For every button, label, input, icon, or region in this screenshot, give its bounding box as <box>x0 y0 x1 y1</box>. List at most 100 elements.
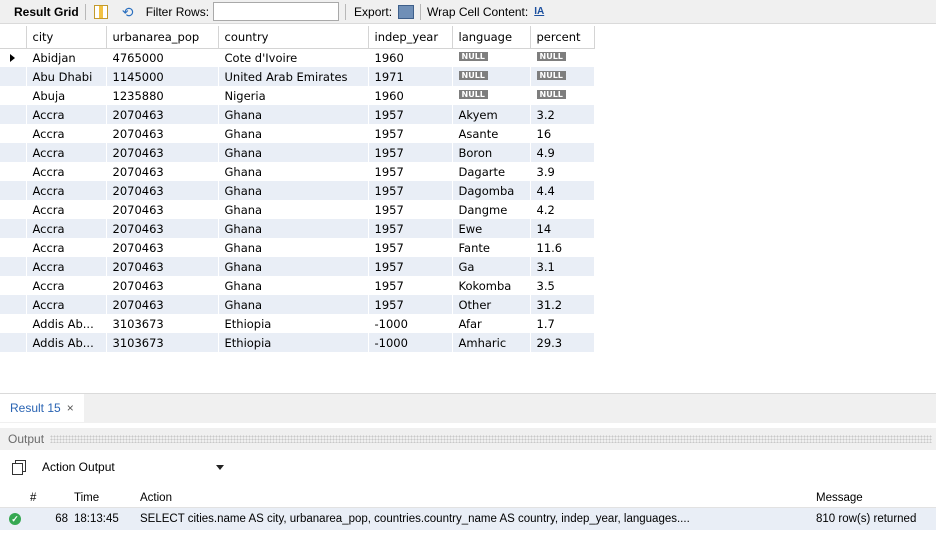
cell-indep-year[interactable]: 1957 <box>368 143 452 162</box>
cell-country[interactable]: Ghana <box>218 295 368 314</box>
row-selector[interactable] <box>0 143 26 162</box>
wrap-cell-content-icon[interactable]: IA <box>534 6 544 17</box>
table-row[interactable]: Accra 2070463 Ghana 1957 Fante 11.6 <box>0 238 594 257</box>
table-row[interactable]: Accra 2070463 Ghana 1957 Ewe 14 <box>0 219 594 238</box>
row-selector[interactable] <box>0 257 26 276</box>
cell-language[interactable]: Afar <box>452 314 530 333</box>
cell-urbanarea-pop[interactable]: 2070463 <box>106 162 218 181</box>
cell-language[interactable]: Dagomba <box>452 181 530 200</box>
cell-urbanarea-pop[interactable]: 2070463 <box>106 295 218 314</box>
cell-city[interactable]: Accra <box>26 105 106 124</box>
action-output-select[interactable]: Action Output <box>42 460 228 474</box>
cell-urbanarea-pop[interactable]: 2070463 <box>106 124 218 143</box>
table-row[interactable]: Abu Dhabi 1145000 United Arab Emirates 1971… <box>0 67 594 86</box>
cell-country[interactable]: Ethiopia <box>218 333 368 352</box>
cell-indep-year[interactable]: 1957 <box>368 124 452 143</box>
row-selector[interactable] <box>0 295 26 314</box>
cell-percent[interactable]: 31.2 <box>530 295 594 314</box>
cell-country[interactable]: Ghana <box>218 238 368 257</box>
cell-city[interactable]: Accra <box>26 257 106 276</box>
table-row[interactable]: Accra 2070463 Ghana 1957 Dagomba 4.4 <box>0 181 594 200</box>
row-selector[interactable] <box>0 200 26 219</box>
cell-indep-year[interactable]: 1957 <box>368 200 452 219</box>
cell-percent[interactable]: 3.1 <box>530 257 594 276</box>
row-selector[interactable] <box>0 333 26 352</box>
cell-country[interactable]: Cote d'Ivoire <box>218 48 368 67</box>
cell-country[interactable]: Ghana <box>218 162 368 181</box>
cell-urbanarea-pop[interactable]: 2070463 <box>106 143 218 162</box>
cell-country[interactable]: Ghana <box>218 181 368 200</box>
cell-percent[interactable]: 11.6 <box>530 238 594 257</box>
table-row[interactable]: Accra 2070463 Ghana 1957 Akyem 3.2 <box>0 105 594 124</box>
cell-percent[interactable]: 4.9 <box>530 143 594 162</box>
result-grid-tab[interactable]: Result Grid <box>14 5 79 19</box>
table-row[interactable]: Abuja 1235880 Nigeria 1960 NULL NULL <box>0 86 594 105</box>
row-selector[interactable] <box>0 314 26 333</box>
cell-language[interactable]: Asante <box>452 124 530 143</box>
cell-indep-year[interactable]: 1957 <box>368 219 452 238</box>
row-selector[interactable] <box>0 48 26 67</box>
cell-country[interactable]: Ghana <box>218 276 368 295</box>
column-header-number[interactable]: # <box>30 492 74 504</box>
cell-percent[interactable]: 3.9 <box>530 162 594 181</box>
close-icon[interactable]: × <box>67 401 74 415</box>
cell-indep-year[interactable]: 1957 <box>368 276 452 295</box>
table-row[interactable]: Abidjan 4765000 Cote d'Ivoire 1960 NULL NULL <box>0 48 594 67</box>
cell-language[interactable]: Kokomba <box>452 276 530 295</box>
table-row[interactable]: Accra 2070463 Ghana 1957 Dagarte 3.9 <box>0 162 594 181</box>
cell-country[interactable]: Ethiopia <box>218 314 368 333</box>
row-selector[interactable] <box>0 276 26 295</box>
cell-country[interactable]: Ghana <box>218 200 368 219</box>
cell-city[interactable]: Accra <box>26 143 106 162</box>
copy-icon[interactable] <box>12 460 26 474</box>
table-row[interactable]: Accra 2070463 Ghana 1957 Kokomba 3.5 <box>0 276 594 295</box>
cell-city[interactable]: Accra <box>26 162 106 181</box>
row-selector[interactable] <box>0 181 26 200</box>
row-selector[interactable] <box>0 238 26 257</box>
row-selector[interactable] <box>0 86 26 105</box>
cell-language[interactable]: Ewe <box>452 219 530 238</box>
cell-indep-year[interactable]: 1957 <box>368 238 452 257</box>
cell-country[interactable]: Ghana <box>218 105 368 124</box>
cell-percent[interactable]: NULL <box>530 67 594 86</box>
column-header-city[interactable]: city <box>26 26 106 48</box>
cell-percent[interactable]: 16 <box>530 124 594 143</box>
row-selector[interactable] <box>0 124 26 143</box>
cell-urbanarea-pop[interactable]: 2070463 <box>106 105 218 124</box>
table-row[interactable]: Accra 2070463 Ghana 1957 Boron 4.9 <box>0 143 594 162</box>
result-tab[interactable]: Result 15 × <box>0 394 84 422</box>
cell-language[interactable]: Fante <box>452 238 530 257</box>
cell-language[interactable]: Ga <box>452 257 530 276</box>
table-row[interactable]: Addis Ab... 3103673 Ethiopia -1000 Amharic 29… <box>0 333 594 352</box>
column-header-urbanarea-pop[interactable]: urbanarea_pop <box>106 26 218 48</box>
cell-city[interactable]: Addis Ab... <box>26 333 106 352</box>
cell-country[interactable]: United Arab Emirates <box>218 67 368 86</box>
column-header-time[interactable]: Time <box>74 492 140 504</box>
cell-language[interactable]: NULL <box>452 86 530 105</box>
cell-language[interactable]: Boron <box>452 143 530 162</box>
cell-urbanarea-pop[interactable]: 2070463 <box>106 200 218 219</box>
cell-language[interactable]: Dagarte <box>452 162 530 181</box>
cell-country[interactable]: Ghana <box>218 219 368 238</box>
cell-percent[interactable]: 29.3 <box>530 333 594 352</box>
column-header-country[interactable]: country <box>218 26 368 48</box>
cell-urbanarea-pop[interactable]: 2070463 <box>106 181 218 200</box>
cell-percent[interactable]: NULL <box>530 48 594 67</box>
cell-indep-year[interactable]: 1957 <box>368 105 452 124</box>
cell-city[interactable]: Accra <box>26 200 106 219</box>
table-row[interactable]: Accra 2070463 Ghana 1957 Ga 3.1 <box>0 257 594 276</box>
cell-country[interactable]: Ghana <box>218 143 368 162</box>
cell-indep-year[interactable]: 1960 <box>368 86 452 105</box>
cell-percent[interactable]: 4.2 <box>530 200 594 219</box>
cell-urbanarea-pop[interactable]: 2070463 <box>106 257 218 276</box>
column-header-percent[interactable]: percent <box>530 26 594 48</box>
cell-language[interactable]: Akyem <box>452 105 530 124</box>
cell-country[interactable]: Ghana <box>218 124 368 143</box>
cell-indep-year[interactable]: -1000 <box>368 314 452 333</box>
cell-language[interactable]: Dangme <box>452 200 530 219</box>
refresh-icon[interactable]: ⟲ <box>122 5 140 19</box>
cell-indep-year[interactable]: 1957 <box>368 295 452 314</box>
cell-city[interactable]: Accra <box>26 276 106 295</box>
cell-urbanarea-pop[interactable]: 3103673 <box>106 333 218 352</box>
cell-city[interactable]: Accra <box>26 181 106 200</box>
